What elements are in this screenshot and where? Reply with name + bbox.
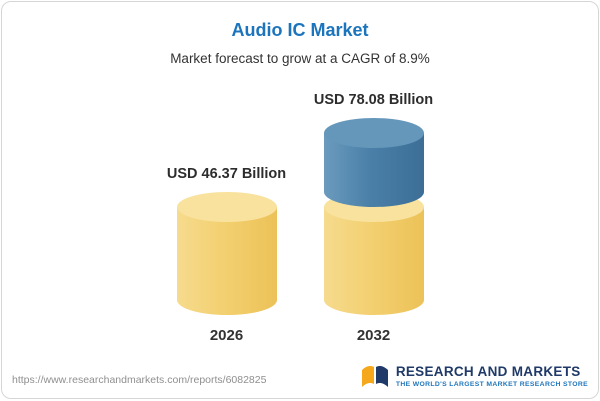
chart-subtitle: Market forecast to grow at a CAGR of 8.9… (170, 51, 430, 66)
brand-tagline: THE WORLD'S LARGEST MARKET RESEARCH STOR… (395, 381, 588, 388)
cylinder-2026-top-cap (176, 191, 277, 222)
cylinder-2032 (323, 118, 424, 315)
report-url-link[interactable]: https://www.researchandmarkets.com/repor… (12, 374, 267, 386)
open-book-logo-icon (361, 366, 388, 387)
category-label-2026: 2026 (209, 327, 244, 344)
chart-title: Audio IC Market (231, 20, 369, 40)
cylinder-2032-base-segment (323, 191, 424, 315)
bar-group-2032: USD 78.08 Billion 2032 (314, 92, 433, 344)
cylinder-2032-top-cap (323, 118, 424, 149)
value-label-2032: USD 78.08 Billion (313, 92, 434, 109)
cylinder-2026 (176, 191, 277, 315)
brand-logo: RESEARCH AND MARKETS THE WORLD'S LARGEST… (360, 362, 588, 390)
cylinder-bar-chart: USD 46.37 Billion 2026 USD 78.08 Billion… (2, 92, 598, 344)
bar-group-2026: USD 46.37 Billion 2026 (167, 166, 286, 344)
value-label-2026: USD 46.37 Billion (166, 165, 287, 182)
brand-text: RESEARCH AND MARKETS THE WORLD'S LARGEST… (396, 364, 588, 388)
category-label-2032: 2032 (356, 327, 391, 344)
cylinder-2026-body (176, 191, 277, 315)
brand-name: RESEARCH AND MARKETS (395, 364, 581, 379)
cylinder-2032-growth-segment (323, 118, 424, 207)
